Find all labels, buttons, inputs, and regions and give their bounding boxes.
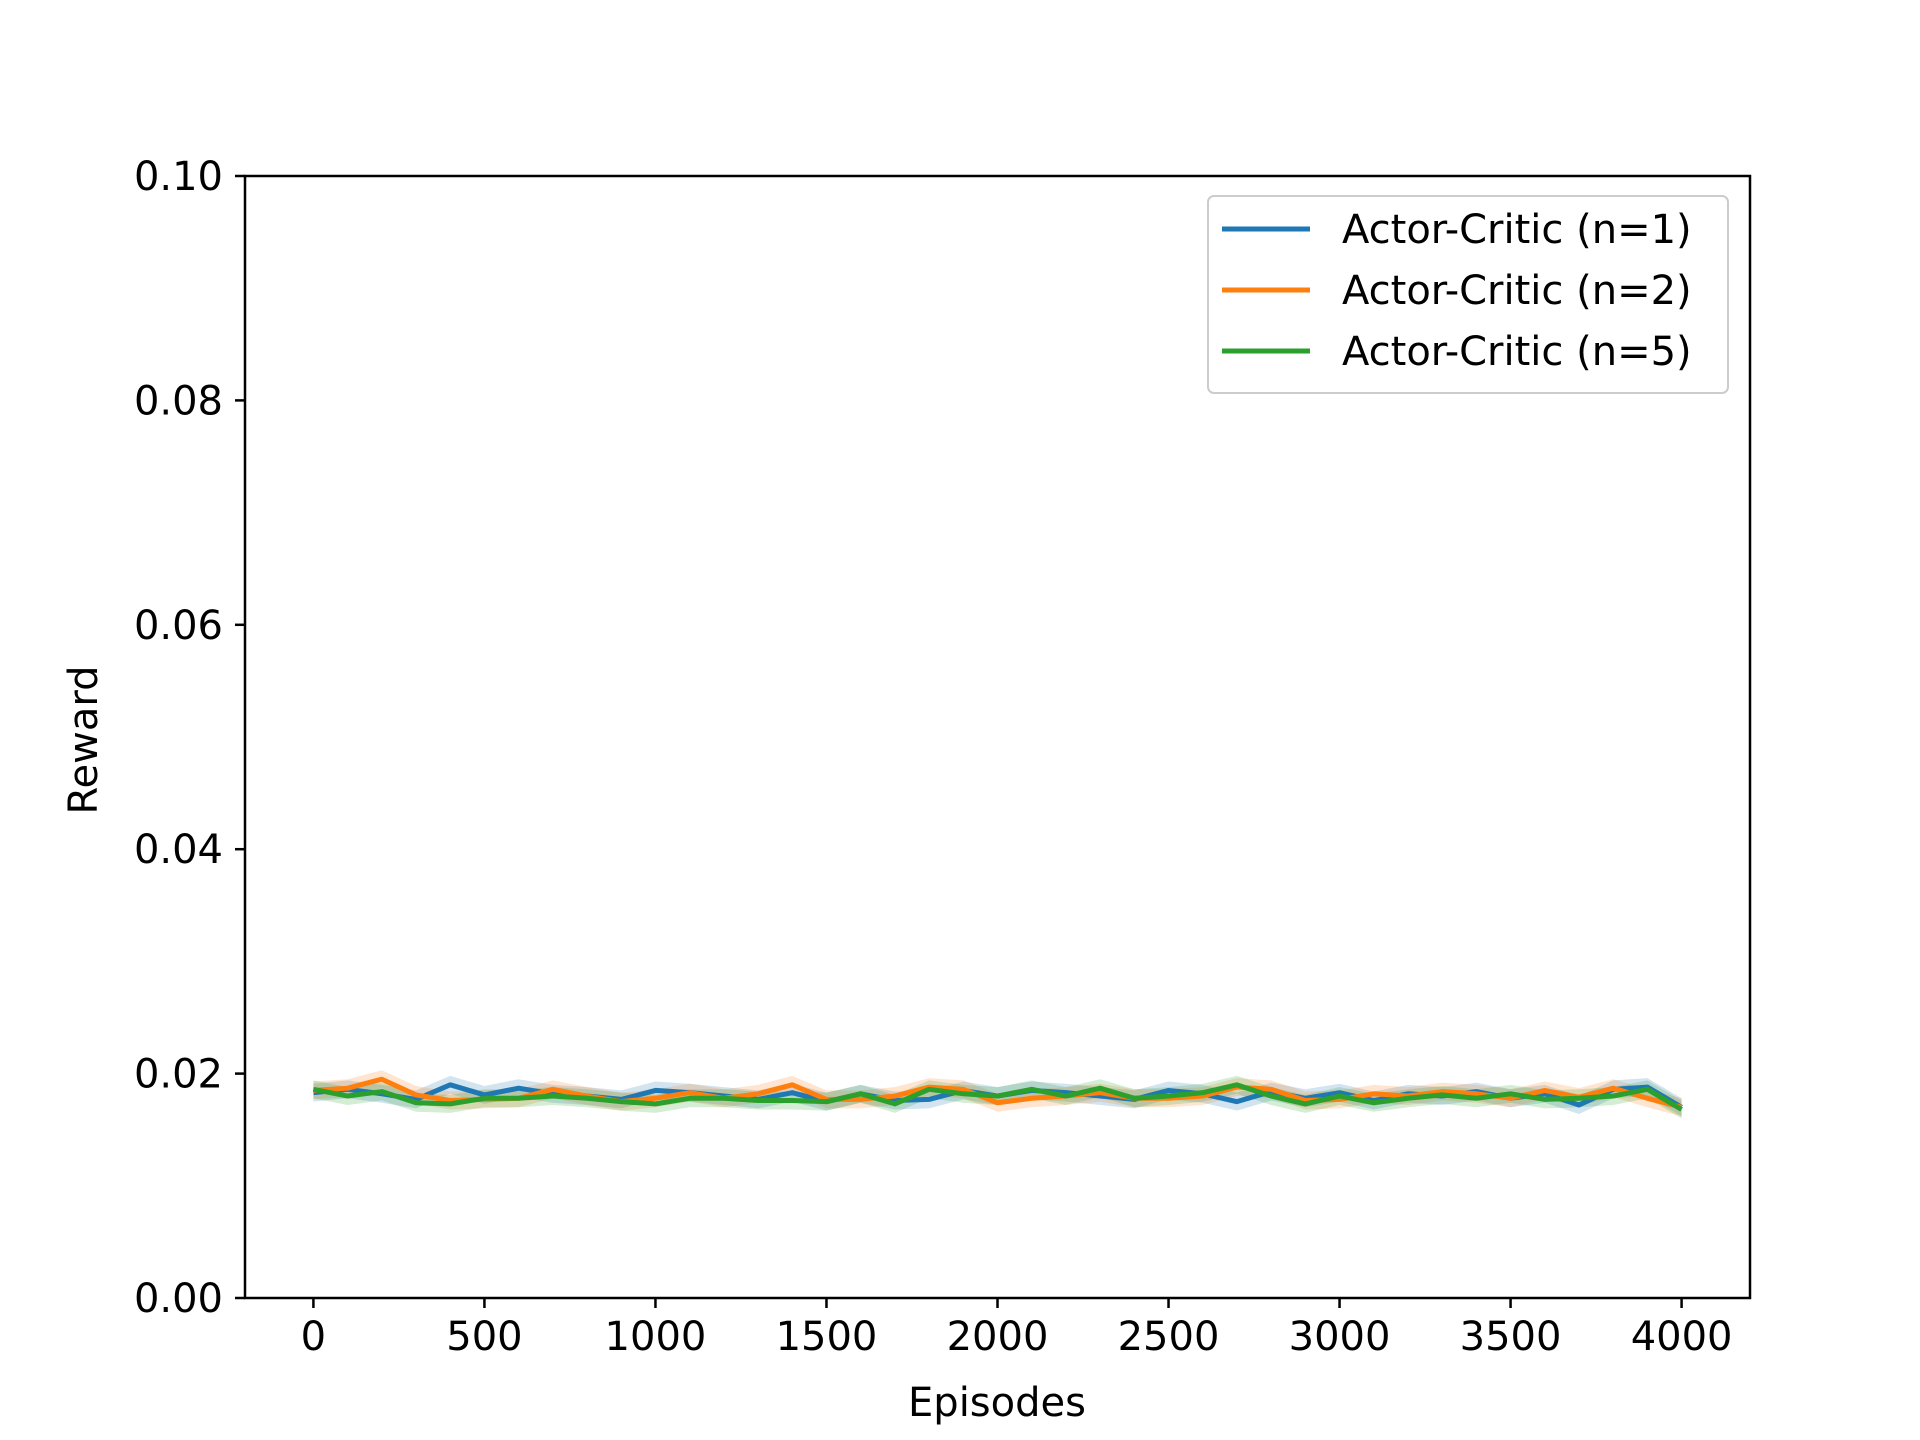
y-tick-label: 0.10 (134, 154, 223, 200)
x-tick-label: 3500 (1460, 1314, 1562, 1360)
x-tick-label: 1000 (605, 1314, 707, 1360)
x-axis-label: Episodes (908, 1380, 1086, 1426)
y-axis-ticks: 0.00 0.02 0.04 0.06 0.08 0.10 (134, 154, 245, 1322)
y-tick-label: 0.04 (134, 827, 223, 873)
y-tick-label: 0.02 (134, 1052, 223, 1098)
x-tick-label: 0 (301, 1314, 326, 1360)
y-axis-label: Reward (61, 666, 107, 815)
y-tick-label: 0.08 (134, 378, 223, 424)
series-line-3 (312, 1082, 1683, 1112)
x-tick-label: 2000 (947, 1314, 1049, 1360)
legend-box (1207, 195, 1729, 394)
series-lines (312, 1076, 1683, 1112)
legend-label-n1: Actor-Critic (n=1) (1342, 207, 1692, 253)
legend-label-n5: Actor-Critic (n=5) (1342, 329, 1692, 375)
legend-label-n2: Actor-Critic (n=2) (1342, 268, 1692, 314)
x-tick-label: 500 (446, 1314, 522, 1360)
series-line-2 (313, 1076, 1683, 1110)
y-tick-label: 0.06 (134, 603, 223, 649)
x-tick-label: 2500 (1118, 1314, 1220, 1360)
x-axis-ticks: 0 500 1000 1500 2000 2500 3000 3500 4000 (301, 1298, 1733, 1360)
x-tick-label: 4000 (1631, 1314, 1733, 1360)
x-tick-label: 1500 (776, 1314, 878, 1360)
legend: Actor-Critic (n=1) Actor-Critic (n=2) Ac… (1207, 195, 1729, 394)
x-tick-label: 3000 (1289, 1314, 1391, 1360)
y-tick-label: 0.00 (134, 1276, 223, 1322)
